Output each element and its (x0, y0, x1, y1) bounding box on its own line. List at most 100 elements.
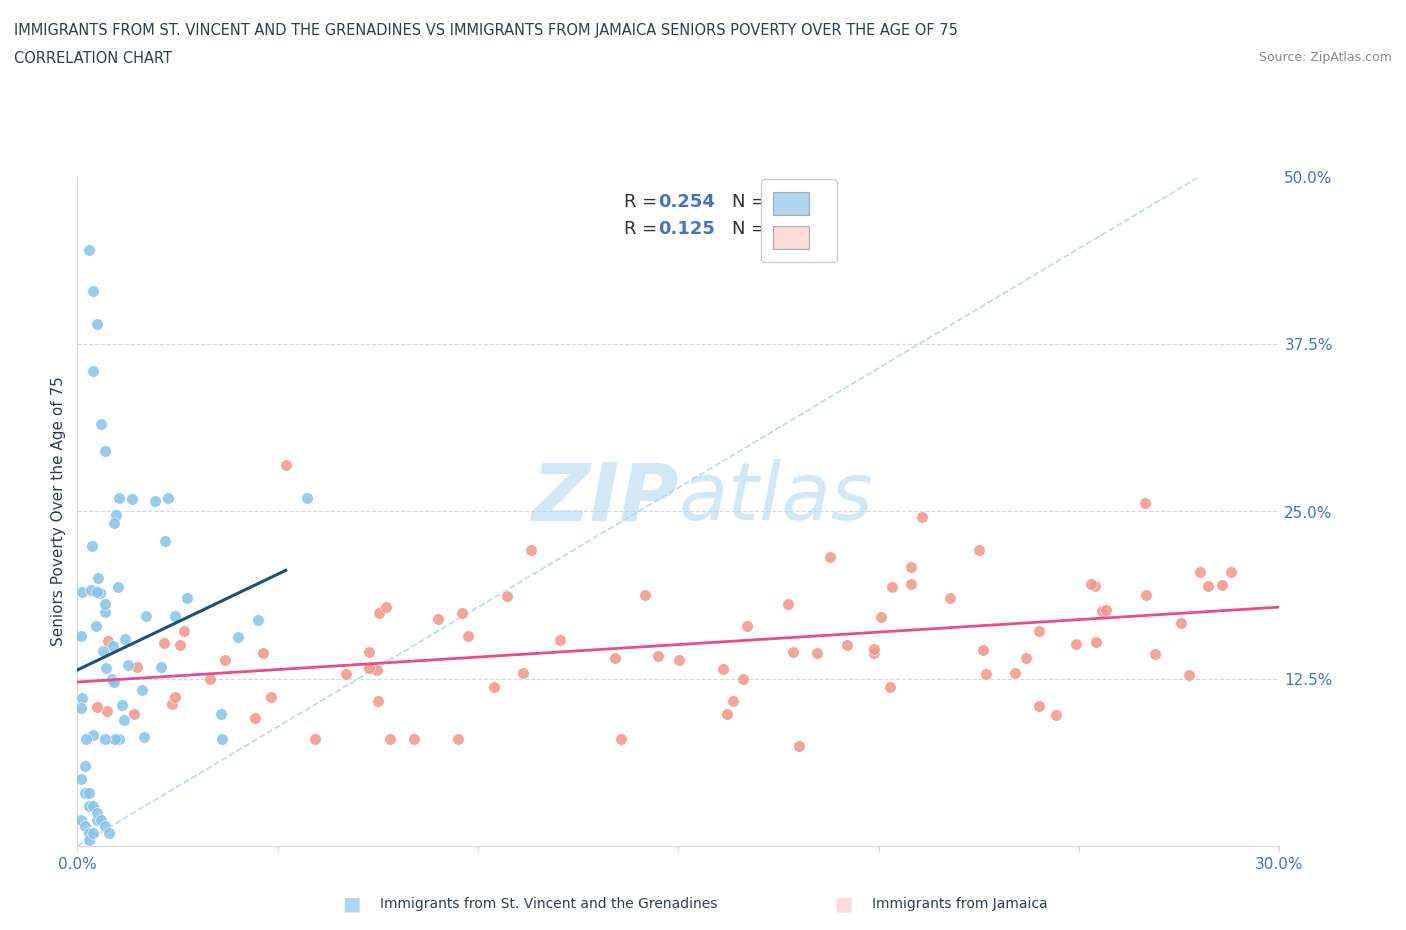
Point (787, 738, 810, 753)
Point (94, 444, 117, 458)
Point (378, 732, 401, 747)
Point (157, 491, 180, 506)
Point (173, 624, 195, 639)
Text: ■: ■ (834, 895, 853, 913)
Point (169, 637, 191, 652)
Point (122, 706, 145, 721)
Point (94, 732, 117, 747)
Point (451, 605, 474, 620)
Point (879, 679, 901, 694)
Point (143, 494, 166, 509)
Point (75, 785, 97, 800)
Point (295, 491, 318, 506)
Point (252, 645, 274, 660)
Point (82, 799, 104, 814)
Text: ■: ■ (342, 895, 361, 913)
Text: Source: ZipAtlas.com: Source: ZipAtlas.com (1258, 51, 1392, 64)
Point (80, 583, 103, 598)
Point (972, 643, 994, 658)
Text: R =: R = (624, 193, 664, 211)
Point (634, 587, 657, 602)
Point (75, 731, 97, 746)
Point (274, 458, 297, 472)
Point (835, 638, 858, 653)
Point (1084, 579, 1107, 594)
Point (135, 609, 157, 624)
Text: 86: 86 (766, 220, 792, 238)
Point (484, 679, 506, 694)
Y-axis label: Seniors Poverty Over the Age of 75: Seniors Poverty Over the Age of 75 (51, 377, 66, 646)
Text: CORRELATION CHART: CORRELATION CHART (14, 51, 172, 66)
Point (103, 639, 125, 654)
Point (1014, 650, 1036, 665)
Point (1028, 624, 1050, 639)
Text: ZIP: ZIP (531, 459, 679, 538)
Point (818, 550, 841, 565)
Point (86, 699, 108, 714)
Point (160, 697, 183, 711)
Point (82, 364, 104, 379)
Point (70, 691, 93, 706)
Point (1177, 667, 1199, 682)
Point (198, 671, 221, 686)
Point (1080, 577, 1102, 591)
Point (427, 611, 450, 626)
Point (79, 799, 101, 814)
Point (214, 653, 236, 668)
Point (1004, 666, 1026, 681)
Point (132, 729, 155, 744)
Point (75, 818, 97, 833)
Point (368, 605, 391, 620)
Point (84, 618, 107, 633)
Point (96, 660, 118, 675)
Text: N =: N = (733, 193, 772, 211)
Point (101, 672, 124, 687)
Point (86, 805, 108, 820)
Point (735, 619, 758, 634)
Point (776, 597, 799, 612)
Point (1197, 578, 1219, 593)
Text: 67: 67 (766, 193, 792, 211)
Point (1170, 615, 1192, 630)
Point (117, 658, 139, 672)
Point (79, 826, 101, 841)
Point (721, 694, 744, 709)
Point (121, 492, 143, 507)
Point (1028, 698, 1050, 713)
Point (90, 812, 112, 827)
Point (519, 543, 541, 558)
Point (153, 636, 176, 651)
Point (82, 283, 104, 298)
Point (1064, 637, 1087, 652)
Point (495, 589, 517, 604)
Point (176, 591, 198, 605)
Point (609, 732, 631, 747)
Point (900, 559, 922, 574)
Point (165, 609, 187, 624)
Point (114, 631, 136, 646)
Point (731, 671, 754, 686)
Point (89, 586, 111, 601)
Point (87, 570, 110, 585)
Point (304, 732, 326, 747)
Point (108, 491, 131, 506)
Point (357, 660, 380, 675)
Point (457, 629, 479, 644)
Point (105, 507, 128, 522)
Point (127, 659, 149, 674)
Text: IMMIGRANTS FROM ST. VINCENT AND THE GRENADINES VS IMMIGRANTS FROM JAMAICA SENIOR: IMMIGRANTS FROM ST. VINCENT AND THE GREN… (14, 23, 957, 38)
Point (1211, 578, 1233, 592)
Point (86, 316, 108, 331)
Point (70, 812, 93, 827)
Text: atlas: atlas (679, 459, 873, 538)
Point (93, 643, 115, 658)
Point (447, 732, 470, 747)
Point (668, 652, 690, 667)
Point (149, 659, 172, 674)
Point (548, 632, 571, 647)
Text: Immigrants from St. Vincent and the Grenadines: Immigrants from St. Vincent and the Gren… (380, 897, 717, 911)
Point (716, 707, 738, 722)
Point (605, 650, 627, 665)
Point (1189, 565, 1212, 580)
Point (70, 628, 93, 643)
